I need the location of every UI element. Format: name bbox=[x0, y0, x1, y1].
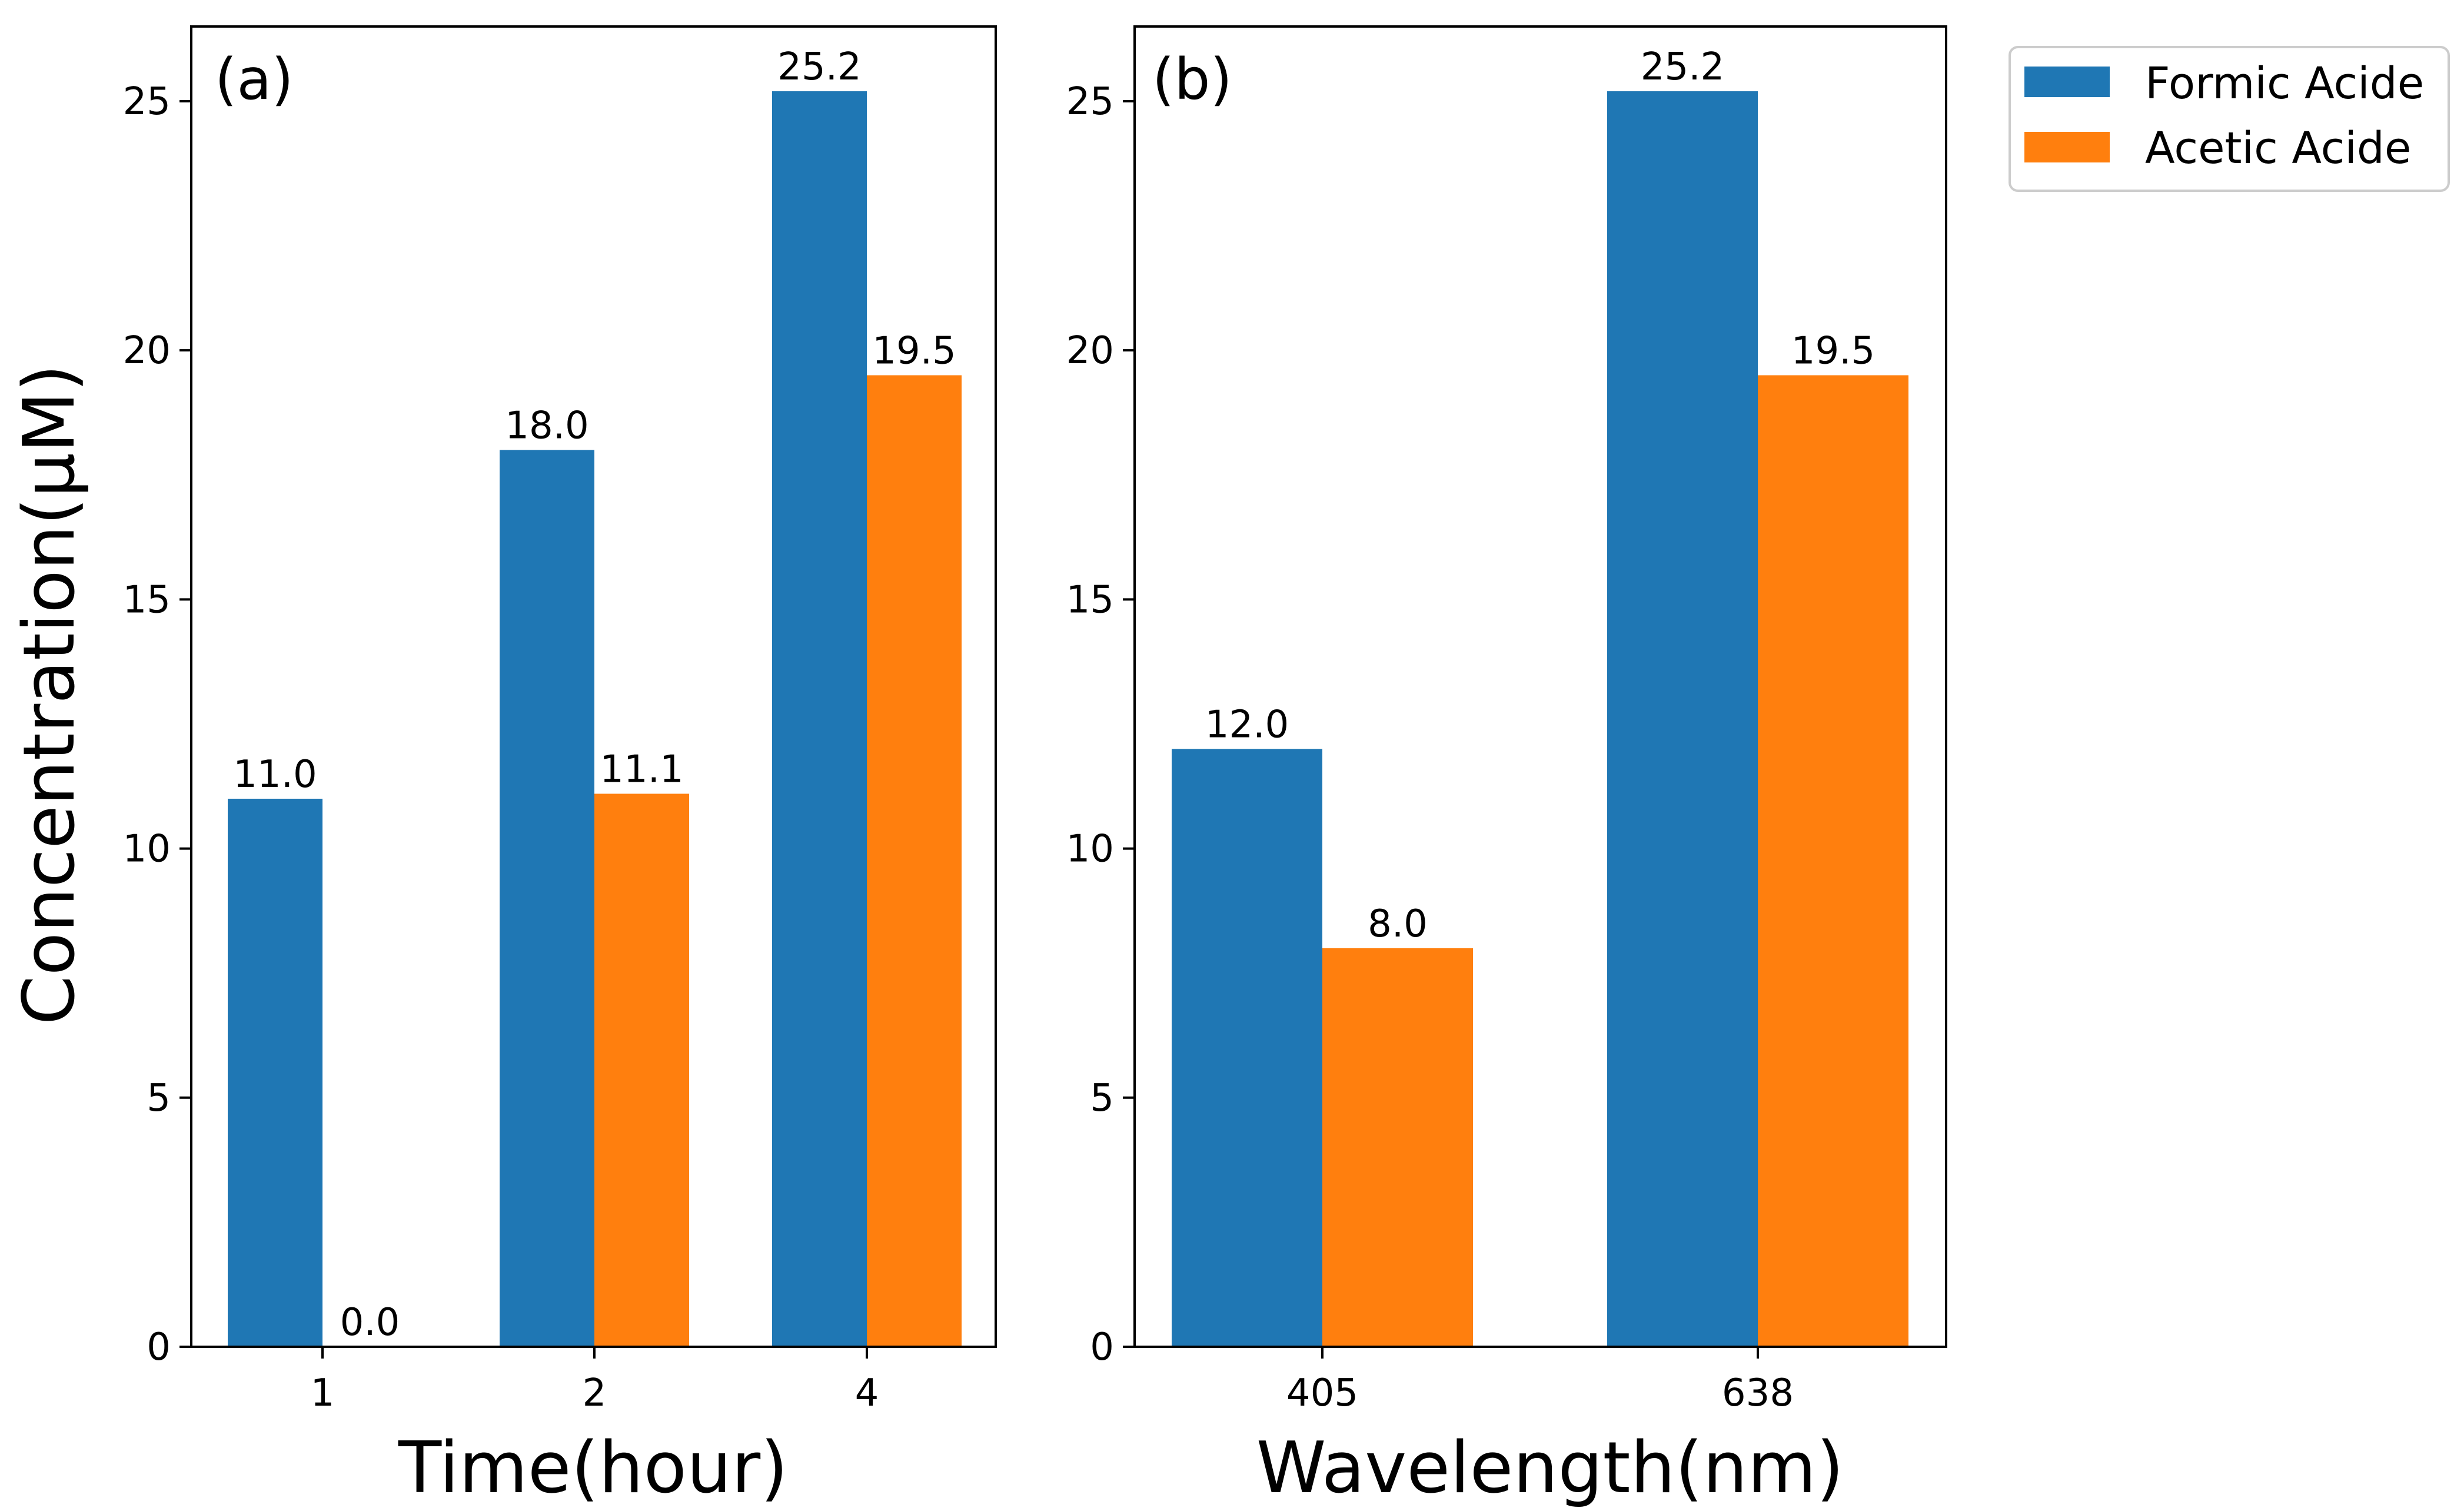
bar bbox=[1607, 91, 1758, 1347]
bar-value-label: 8.0 bbox=[1368, 902, 1428, 946]
x-tick-label: 2 bbox=[583, 1371, 607, 1415]
bar bbox=[1322, 948, 1473, 1347]
y-tick-label: 15 bbox=[1066, 578, 1114, 622]
x-tick-label: 638 bbox=[1722, 1371, 1794, 1415]
y-axis-label: Concentration(μM) bbox=[9, 364, 91, 1025]
x-axis-label-a: Time(hour) bbox=[398, 1427, 788, 1509]
y-tick-label: 0 bbox=[147, 1326, 171, 1369]
x-tick-label: 4 bbox=[855, 1371, 879, 1415]
y-tick-label: 10 bbox=[123, 828, 171, 871]
bar-value-label: 19.5 bbox=[872, 329, 956, 373]
bar bbox=[772, 91, 867, 1347]
legend-swatch-acetic bbox=[2024, 132, 2110, 162]
x-tick-label: 405 bbox=[1286, 1371, 1358, 1415]
legend: Formic Acide Acetic Acide bbox=[2009, 46, 2450, 192]
bar bbox=[867, 375, 962, 1347]
axes-frame bbox=[190, 25, 997, 1348]
legend-swatch-formic bbox=[2024, 67, 2110, 97]
legend-label-formic: Formic Acide bbox=[2145, 58, 2424, 109]
bar bbox=[500, 450, 594, 1347]
bar-value-label: 11.1 bbox=[600, 748, 684, 791]
panel-label: (b) bbox=[1152, 47, 1232, 112]
bar bbox=[1758, 375, 1908, 1347]
bar bbox=[1172, 749, 1322, 1347]
y-tick-label: 20 bbox=[123, 329, 171, 373]
x-tick-label: 1 bbox=[311, 1371, 335, 1415]
bar-value-label: 11.0 bbox=[233, 753, 317, 796]
bar bbox=[594, 793, 689, 1347]
y-tick-label: 20 bbox=[1066, 329, 1114, 373]
axes-frame bbox=[1133, 25, 1947, 1348]
panel-label: (a) bbox=[215, 47, 294, 112]
bar bbox=[228, 798, 322, 1347]
chart-b: 0 5 10 15 20 25 12.0 25.2 8.0 19.5 405 638 (b) bbox=[1066, 25, 1947, 1415]
bar-value-label: 25.2 bbox=[777, 45, 862, 89]
y-tick-label: 25 bbox=[123, 80, 171, 124]
y-tick-label: 5 bbox=[147, 1077, 171, 1120]
chart-a: 0 5 10 15 20 25 11.0 18.0 25.2 0.0 11.1 19.5 1 2 4 (a) bbox=[123, 25, 997, 1415]
bar-value-label: 25.2 bbox=[1641, 45, 1725, 89]
legend-label-acetic: Acetic Acide bbox=[2145, 123, 2411, 174]
bar-value-label: 12.0 bbox=[1205, 703, 1289, 746]
bar-value-label: 18.0 bbox=[505, 404, 589, 447]
bar-value-label: 0.0 bbox=[340, 1301, 400, 1344]
x-axis-label-b: Wavelength(nm) bbox=[1256, 1427, 1844, 1509]
y-tick-label: 25 bbox=[1066, 80, 1114, 124]
bar-value-label: 19.5 bbox=[1791, 329, 1876, 373]
legend-frame bbox=[2009, 46, 2450, 192]
y-tick-label: 5 bbox=[1090, 1077, 1114, 1120]
y-tick-label: 0 bbox=[1090, 1326, 1114, 1369]
y-tick-label: 15 bbox=[123, 578, 171, 622]
y-tick-label: 10 bbox=[1066, 828, 1114, 871]
